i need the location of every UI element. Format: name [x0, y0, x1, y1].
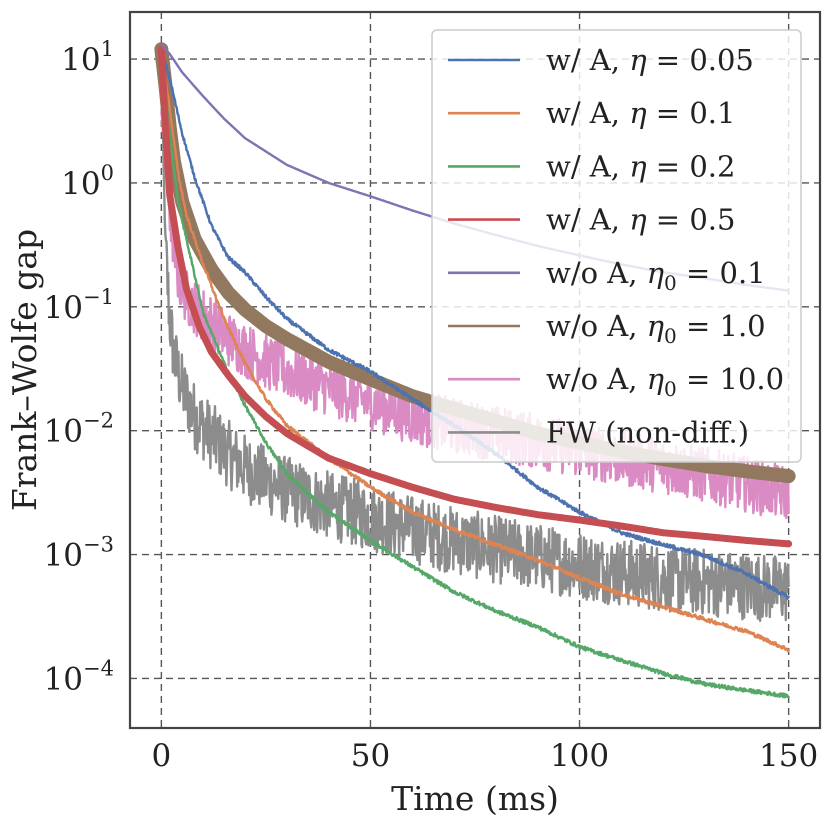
y-tick-label: 10−1	[44, 285, 114, 326]
legend-label-w-a-0-1: w/ A, η = 0.1	[546, 96, 735, 130]
x-tick-label: 150	[759, 738, 818, 774]
y-tick-label: 10−2	[44, 409, 114, 450]
plot-frame	[128, 10, 822, 730]
x-tick-label: 50	[351, 738, 390, 774]
x-tick-label: 0	[151, 738, 171, 774]
legend-label-w-o-a-0-1-0: w/o A, η0 = 1.0	[546, 309, 766, 348]
y-axis-ticks: 101 100 10−1 10−2 10−3 10−4	[44, 37, 114, 697]
series-line-w-a-0-5	[157, 45, 793, 548]
legend-label-w-o-a-0-0-1: w/o A, η0 = 0.1	[546, 256, 766, 295]
y-tick-label: 10−3	[44, 533, 114, 574]
legend-label-w-a-0-5: w/ A, η = 0.5	[546, 203, 735, 237]
series-line-w-a-0-1	[160, 47, 790, 653]
series-line-fw-non-diff	[160, 45, 790, 623]
legend: w/ A, η = 0.05 w/ A, η = 0.1 w/ A, η = 0.2…	[431, 29, 802, 463]
series-line-w-a-0-2	[160, 47, 790, 699]
x-tick-label: 100	[550, 738, 609, 774]
y-tick-label: 101	[61, 37, 114, 78]
legend-box	[431, 29, 802, 463]
legend-label-w-a-0-2: w/ A, η = 0.2	[546, 149, 735, 183]
y-tick-label: 10−4	[44, 656, 114, 697]
x-axis-ticks: 0 50 100 150	[151, 738, 818, 774]
legend-label-w-a-0-05: w/ A, η = 0.05	[546, 43, 754, 77]
y-axis-label: Frank–Wolfe gap	[5, 229, 44, 511]
x-axis-label: Time (ms)	[391, 779, 559, 818]
y-tick-label: 100	[61, 161, 114, 202]
legend-label-fw-non-diff: FW (non-diff.)	[546, 415, 749, 449]
legend-label-w-o-a-0-10-0: w/o A, η0 = 10.0	[546, 362, 784, 401]
